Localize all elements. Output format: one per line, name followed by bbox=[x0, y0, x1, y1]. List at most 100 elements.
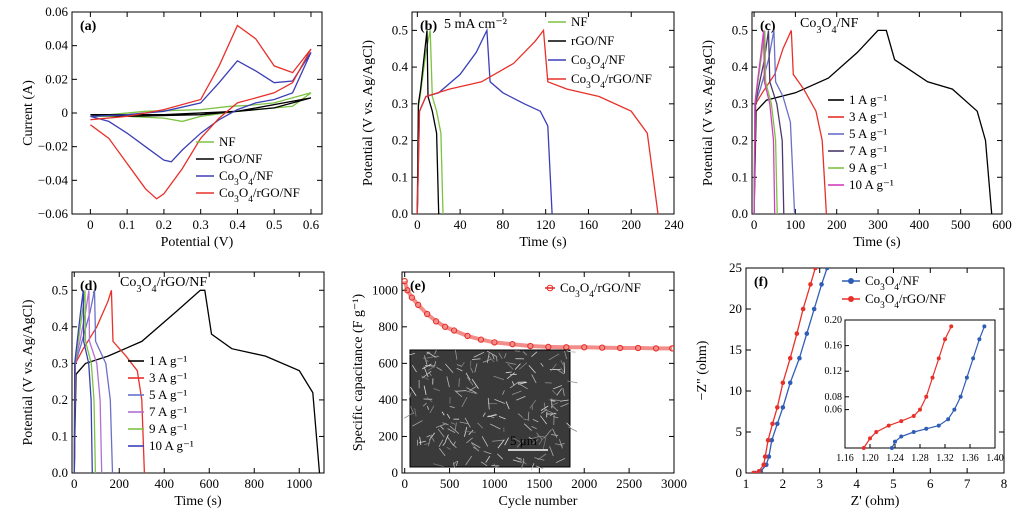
legend-label: 10 A g⁻¹ bbox=[149, 438, 194, 453]
legend: Co3O4/rGO/NF bbox=[545, 280, 641, 300]
sem-texture bbox=[568, 426, 577, 432]
sem-texture bbox=[423, 366, 429, 378]
sample-annotation: Co3O4/rGO/NF bbox=[120, 275, 207, 295]
series-1 bbox=[753, 30, 828, 214]
x-tick-label: 3000 bbox=[661, 476, 687, 491]
data-point bbox=[787, 355, 793, 361]
legend-label: 7 A g⁻¹ bbox=[849, 143, 887, 158]
data-point bbox=[819, 282, 824, 287]
data-point bbox=[804, 331, 810, 336]
panel-a: 0 0.1 0.2 0.3 0.4 0.5 0.6 −0.06 −0.04 −0.02 0 0.02 0… bbox=[21, 4, 323, 250]
sem-texture bbox=[449, 406, 455, 408]
series-line bbox=[90, 52, 312, 163]
x-tick-label: 0 bbox=[401, 476, 408, 491]
data-point bbox=[765, 437, 771, 443]
inset-data-point bbox=[893, 439, 897, 444]
y-tick-label: −0.04 bbox=[38, 172, 69, 187]
y-tick-label: 600 bbox=[379, 355, 399, 370]
sem-texture bbox=[532, 419, 539, 423]
sem-texture bbox=[528, 436, 540, 440]
sem-texture bbox=[423, 357, 429, 362]
sem-texture bbox=[482, 412, 486, 417]
sem-texture bbox=[473, 351, 485, 358]
y-tick-label: 400 bbox=[379, 392, 399, 407]
sem-texture bbox=[446, 413, 451, 419]
series-line bbox=[73, 290, 114, 473]
sem-texture bbox=[465, 372, 471, 381]
y-tick-label: 0.2 bbox=[732, 133, 748, 148]
data-point bbox=[794, 331, 800, 336]
series-line bbox=[90, 97, 312, 118]
sem-texture bbox=[567, 380, 578, 384]
sem-texture bbox=[471, 442, 480, 452]
x-axis-label: Time (s) bbox=[853, 235, 901, 250]
legend-marker bbox=[848, 278, 854, 284]
x-tick-label: 240 bbox=[664, 217, 684, 232]
sem-texture bbox=[480, 461, 488, 467]
x-tick-label: 0 bbox=[87, 217, 94, 232]
inset-data-point bbox=[874, 430, 879, 434]
sem-texture bbox=[529, 399, 537, 409]
inset-data-point bbox=[964, 375, 969, 380]
x-axis-label: Cycle number bbox=[499, 494, 578, 509]
sem-texture bbox=[514, 363, 521, 370]
plot-frame bbox=[751, 11, 1003, 215]
sem-texture bbox=[518, 458, 527, 465]
sem-texture bbox=[466, 437, 473, 444]
sem-texture bbox=[535, 465, 544, 470]
sem-texture bbox=[465, 455, 473, 466]
sem-texture bbox=[438, 439, 444, 448]
series-line bbox=[416, 30, 440, 214]
sem-texture bbox=[470, 367, 474, 374]
legend-label: 9 A g⁻¹ bbox=[149, 421, 187, 436]
sem-texture bbox=[440, 425, 444, 430]
inset-data-point bbox=[958, 394, 963, 399]
panel-label: (c) bbox=[760, 19, 776, 34]
sem-texture bbox=[427, 434, 432, 447]
legend-label: Co3O4/rGO/NF bbox=[560, 280, 641, 300]
data-point bbox=[811, 306, 817, 312]
panel-label: (a) bbox=[80, 19, 97, 34]
sem-texture bbox=[505, 371, 512, 374]
legend-label: 1 A g⁻¹ bbox=[149, 353, 187, 368]
sem-texture bbox=[446, 376, 450, 388]
legend-label: NF bbox=[219, 134, 236, 149]
sem-texture bbox=[409, 386, 417, 397]
sem-texture bbox=[455, 390, 467, 392]
panel-label: (b) bbox=[420, 19, 437, 34]
x-tick-label: 200 bbox=[110, 476, 130, 491]
sem-texture bbox=[466, 387, 477, 394]
legend-label: 5 A g⁻¹ bbox=[149, 387, 187, 402]
inset-data-point bbox=[868, 436, 872, 441]
series-line bbox=[416, 30, 444, 214]
x-tick-label: 120 bbox=[536, 217, 556, 232]
legend-label: Co3O4/rGO/NF bbox=[219, 185, 300, 205]
sem-texture bbox=[426, 434, 431, 438]
y-tick-label: 0.2 bbox=[392, 133, 408, 148]
sem-texture bbox=[466, 376, 474, 386]
legend-label: Co3O4/NF bbox=[865, 273, 919, 293]
sem-texture bbox=[498, 352, 503, 359]
legend-marker bbox=[546, 284, 554, 292]
series-line bbox=[754, 268, 828, 473]
y-tick-label: 0.0 bbox=[732, 206, 748, 221]
sem-texture bbox=[434, 349, 437, 355]
y-tick-label: 0.04 bbox=[45, 38, 68, 53]
x-tick-label: 200 bbox=[621, 217, 641, 232]
x-tick-label: 2000 bbox=[571, 476, 597, 491]
data-point bbox=[775, 405, 780, 410]
inset-data-point bbox=[899, 419, 904, 424]
legend-label: 3 A g⁻¹ bbox=[849, 109, 887, 124]
inset-data-point bbox=[949, 324, 954, 329]
x-tick-label: 600 bbox=[200, 476, 220, 491]
series-line bbox=[73, 290, 93, 473]
sem-texture bbox=[550, 402, 559, 407]
sem-texture bbox=[507, 363, 514, 370]
x-tick-label: 2500 bbox=[616, 476, 642, 491]
series-line bbox=[753, 30, 776, 214]
x-tick-label: 1000 bbox=[481, 476, 507, 491]
sem-texture bbox=[551, 434, 559, 436]
series-3 bbox=[753, 30, 785, 214]
